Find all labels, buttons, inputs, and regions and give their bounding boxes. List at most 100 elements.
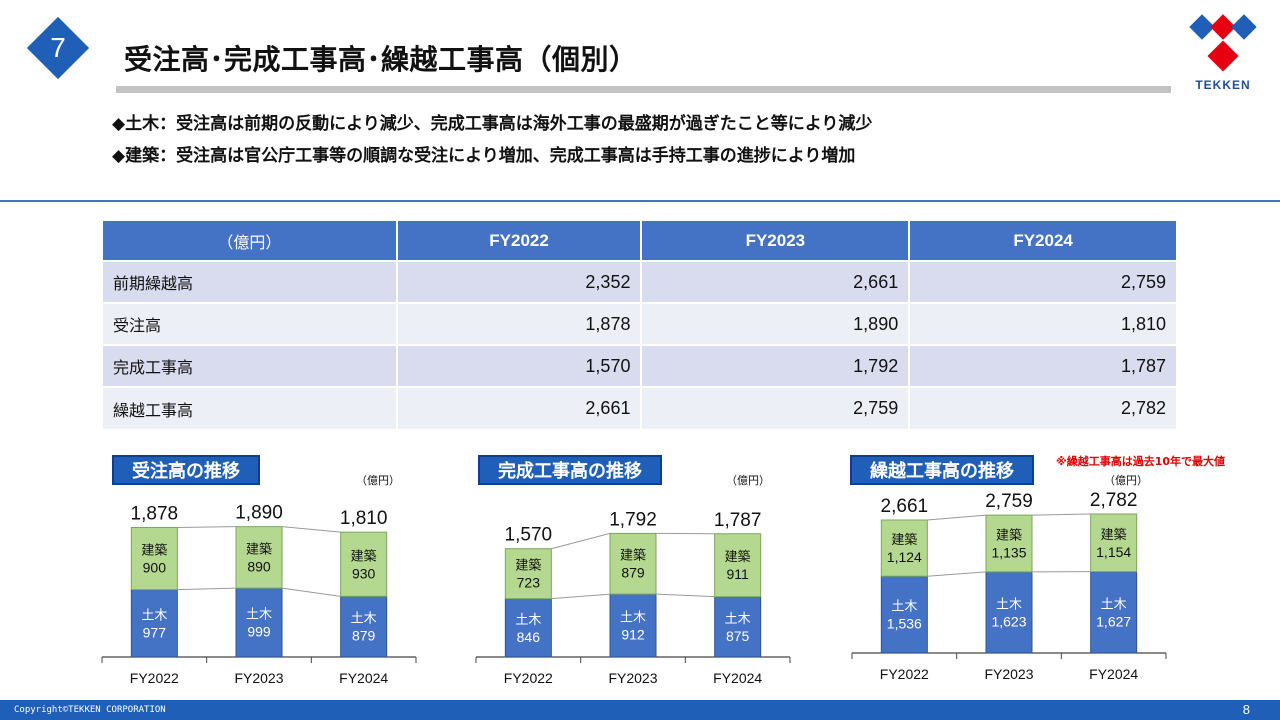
page-number: 8 [1242, 702, 1250, 717]
series-label-civil: 土木 [996, 597, 1022, 612]
x-tick-label: FY2022 [880, 666, 929, 682]
table-unit-header: （億円） [103, 221, 398, 261]
bar-building [880, 519, 928, 577]
backlog-chart-note: ※繰越工事高は過去10年で最大値 [1056, 455, 1226, 468]
series-label-building: 建築 [891, 533, 917, 548]
data-label-civil: 1,536 [887, 616, 922, 632]
row-label: 繰越工事高 [103, 386, 398, 429]
page-badge: 7 [26, 16, 90, 80]
x-tick-label: FY2023 [234, 670, 283, 686]
table-row: 完成工事高 1,570 1,792 1,787 [103, 344, 1178, 387]
data-label-building: 1,135 [991, 544, 1026, 560]
connector-line-top [927, 514, 987, 521]
bar-civil [714, 596, 762, 658]
row-label: 完成工事高 [103, 344, 398, 387]
tekken-logo: TEKKEN [1186, 12, 1260, 92]
series-label-civil: 土木 [891, 600, 917, 615]
connector-line-mid [927, 571, 987, 577]
connector-line-top [551, 532, 611, 550]
total-label: 2,782 [1090, 490, 1138, 511]
row-label: 受注高 [103, 302, 398, 345]
orders-chart-unit: （億円） [356, 474, 400, 487]
total-label: 2,661 [881, 496, 929, 517]
data-label-civil: 875 [726, 628, 750, 644]
bar-building [714, 533, 762, 598]
copyright: Copyright©TEKKEN CORPORATION [14, 705, 166, 715]
series-label-building: 建築 [725, 550, 751, 565]
series-label-civil: 土木 [141, 608, 167, 623]
series-label-building: 建築 [246, 542, 272, 557]
total-label: 1,810 [340, 508, 388, 529]
bar-building [985, 514, 1033, 573]
bar-civil [609, 593, 657, 658]
series-label-building: 建築 [351, 549, 377, 564]
series-label-civil: 土木 [515, 613, 541, 628]
series-label-civil: 土木 [246, 608, 272, 623]
bar-civil [340, 595, 388, 658]
x-tick-label: FY2022 [504, 670, 553, 686]
series-label-building: 建築 [1101, 528, 1127, 543]
x-tick-label: FY2024 [339, 670, 388, 686]
bar-building [235, 526, 283, 589]
connector-line-mid [655, 593, 715, 598]
series-label-civil: 土木 [351, 612, 377, 627]
logo-wordmark: TEKKEN [1195, 78, 1251, 92]
data-label-civil: 977 [143, 624, 167, 640]
bar-civil [235, 587, 283, 658]
title-underline [116, 86, 1171, 93]
data-label-civil: 912 [621, 627, 645, 643]
x-tick-label: FY2024 [1089, 666, 1138, 682]
total-label: 1,787 [714, 510, 762, 531]
table-cell: 1,792 [641, 344, 911, 387]
connector-line-mid [551, 593, 611, 600]
table-col-header: FY2024 [909, 221, 1178, 261]
series-label-civil: 土木 [620, 611, 646, 626]
completed-chart-unit: （億円） [726, 474, 770, 487]
summary-table: （億円） FY2022 FY2023 FY2024 前期繰越高 2,352 2,… [103, 221, 1178, 429]
bar-civil [880, 575, 928, 654]
table-row: 前期繰越高 2,352 2,661 2,759 [103, 260, 1178, 303]
table-header-row: （億円） FY2022 FY2023 FY2024 [103, 221, 1178, 261]
table-col-header: FY2022 [396, 221, 643, 261]
table-cell: 2,661 [396, 386, 643, 429]
bar-building [609, 532, 657, 595]
series-label-building: 建築 [515, 559, 541, 574]
bar-building [340, 531, 388, 597]
table-cell: 2,661 [641, 260, 911, 303]
data-label-building: 1,124 [887, 549, 922, 565]
data-label-building: 1,154 [1096, 544, 1131, 560]
table-cell: 1,878 [396, 302, 643, 345]
table-cell: 1,570 [396, 344, 643, 387]
bar-building [504, 548, 552, 600]
table-cell: 1,810 [909, 302, 1178, 345]
total-label: 1,570 [505, 525, 553, 546]
footer-bar: Copyright©TEKKEN CORPORATION 8 [0, 700, 1280, 720]
data-label-building: 900 [143, 560, 167, 576]
data-label-building: 723 [517, 575, 541, 591]
total-label: 1,878 [131, 503, 179, 524]
bullet-building: ◆建築：受注高は官公庁工事等の順調な受注により増加、完成工事高は手持工事の進捗に… [112, 146, 856, 166]
connector-line-top [281, 526, 341, 533]
data-label-civil: 879 [352, 628, 376, 644]
connector-line-mid [281, 587, 341, 597]
total-label: 2,759 [985, 491, 1033, 512]
bar-civil [1090, 571, 1138, 654]
table-cell: 2,352 [396, 260, 643, 303]
badge-number: 7 [50, 32, 66, 63]
x-tick-label: FY2023 [984, 666, 1033, 682]
bar-civil [504, 598, 552, 658]
data-label-building: 890 [247, 558, 271, 574]
summary-bullets: ◆土木：受注高は前期の反動により減少、完成工事高は海外工事の最盛期が過ぎたこと等… [112, 108, 872, 172]
series-label-building: 建築 [141, 544, 167, 559]
row-label: 前期繰越高 [103, 260, 398, 303]
table-cell: 2,782 [909, 386, 1178, 429]
bar-building [1090, 513, 1138, 573]
data-label-civil: 1,627 [1096, 613, 1131, 629]
connector-line-top [177, 526, 237, 528]
bullet-civil: ◆土木：受注高は前期の反動により減少、完成工事高は海外工事の最盛期が過ぎたこと等… [112, 114, 873, 134]
data-label-building: 911 [727, 566, 750, 582]
table-row: 繰越工事高 2,661 2,759 2,782 [103, 386, 1178, 429]
data-label-civil: 999 [247, 624, 271, 640]
